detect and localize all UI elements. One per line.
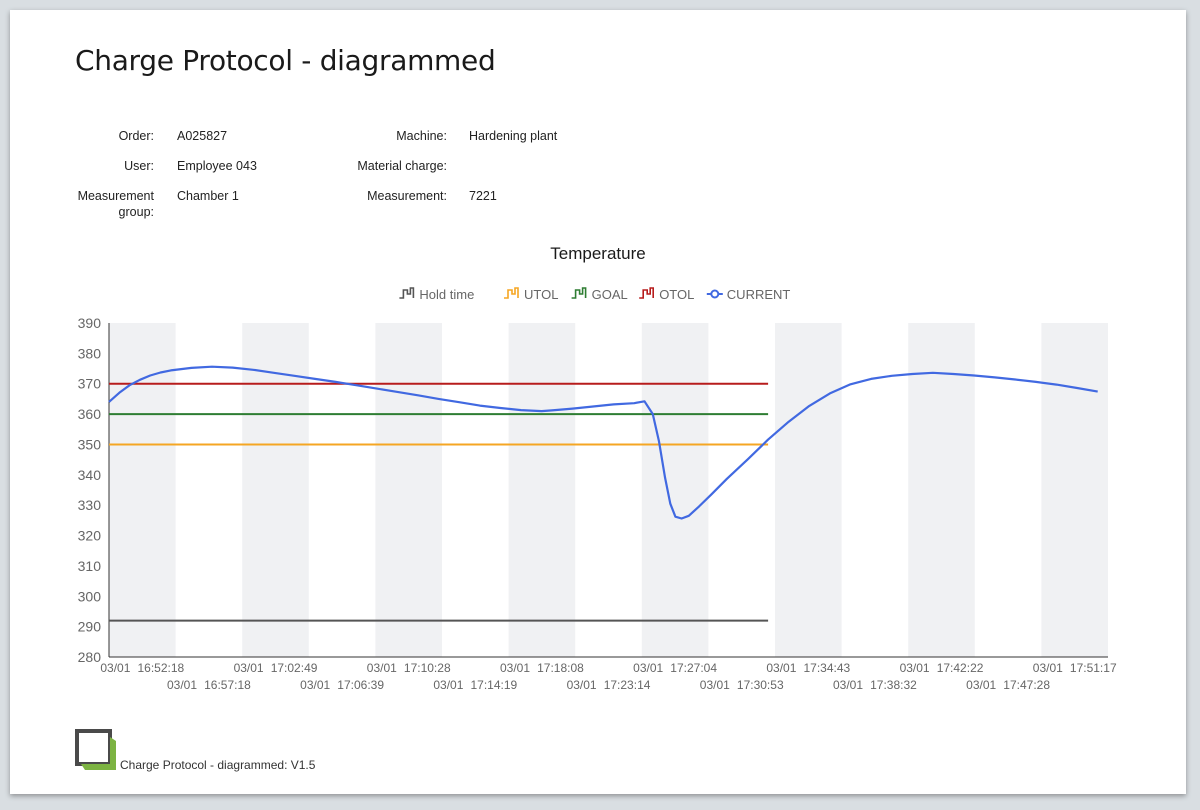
y-tick-label: 350 <box>78 436 102 452</box>
grid-band <box>109 323 176 657</box>
chart-title: Temperature <box>550 244 646 263</box>
legend-otol-icon <box>639 287 654 299</box>
y-tick-label: 310 <box>78 558 102 574</box>
x-tick-label: 03/01 17:14:19 <box>433 678 517 692</box>
page-title: Charge Protocol - diagrammed <box>75 44 496 77</box>
measurement-group-value: Chamber 1 <box>177 189 239 203</box>
x-tick-label: 03/01 16:52:18 <box>100 661 184 675</box>
x-tick-label: 03/01 17:02:49 <box>234 661 318 675</box>
x-tick-label: 03/01 17:06:39 <box>300 678 384 692</box>
grid-band <box>908 323 975 657</box>
x-tick-label: 03/01 17:38:32 <box>833 678 917 692</box>
y-tick-label: 380 <box>78 345 102 361</box>
footer-version: Charge Protocol - diagrammed: V1.5 <box>120 758 316 772</box>
y-tick-label: 370 <box>78 376 102 392</box>
x-tick-label: 03/01 17:27:04 <box>633 661 717 675</box>
x-tick-label: 03/01 17:47:28 <box>966 678 1050 692</box>
x-tick-label: 03/01 17:18:08 <box>500 661 584 675</box>
grid-band <box>375 323 442 657</box>
legend-utol-icon <box>504 287 519 299</box>
y-tick-label: 330 <box>78 497 102 513</box>
x-tick-label: 03/01 17:10:28 <box>367 661 451 675</box>
measurement-group-label-line2: group: <box>118 205 154 219</box>
machine-label: Machine: <box>396 129 447 143</box>
y-tick-label: 340 <box>78 467 102 483</box>
measurement-label: Measurement: <box>367 189 447 203</box>
legend-label: UTOL <box>524 287 558 302</box>
legend-label: OTOL <box>659 287 694 302</box>
user-value: Employee 043 <box>177 159 257 173</box>
measurement-value: 7221 <box>469 189 497 203</box>
temperature-chart: 39038037036035034033032031030029028003/0… <box>78 287 1117 692</box>
order-value: A025827 <box>177 129 228 143</box>
legend-marker-icon <box>710 289 720 299</box>
legend-label: GOAL <box>592 287 628 302</box>
order-label: Order: <box>118 129 154 143</box>
grid-band <box>775 323 842 657</box>
machine-value: Hardening plant <box>469 129 558 143</box>
grid-band <box>508 323 576 657</box>
x-tick-label: 03/01 16:57:18 <box>167 678 251 692</box>
company-logo <box>75 729 116 770</box>
series-line-current <box>108 365 1098 520</box>
y-tick-label: 320 <box>78 528 102 544</box>
grid-band <box>1041 323 1108 657</box>
y-tick-label: 390 <box>78 315 102 331</box>
x-tick-label: 03/01 17:51:17 <box>1033 661 1117 675</box>
legend-label: Hold time <box>419 287 474 302</box>
measurement-group-label: Measurement group: <box>78 188 154 220</box>
legend-label: CURRENT <box>727 287 791 302</box>
y-tick-label: 360 <box>78 406 102 422</box>
user-label: User: <box>124 159 154 173</box>
report-page: Charge Protocol - diagrammed Order: A025… <box>10 10 1186 794</box>
x-tick-label: 03/01 17:34:43 <box>766 661 850 675</box>
y-tick-label: 300 <box>78 588 102 604</box>
legend-hold-time-icon <box>399 287 415 299</box>
legend-goal-icon <box>571 287 587 299</box>
x-tick-label: 03/01 17:30:53 <box>700 678 784 692</box>
x-tick-label: 03/01 17:23:14 <box>567 678 651 692</box>
material-charge-label: Material charge: <box>357 159 447 173</box>
measurement-group-label-line1: Measurement <box>77 189 154 203</box>
grid-band <box>641 323 709 657</box>
x-tick-label: 03/01 17:42:22 <box>900 661 984 675</box>
y-tick-label: 290 <box>78 619 102 635</box>
grid-band <box>242 323 309 657</box>
y-tick-label: 280 <box>78 649 102 665</box>
